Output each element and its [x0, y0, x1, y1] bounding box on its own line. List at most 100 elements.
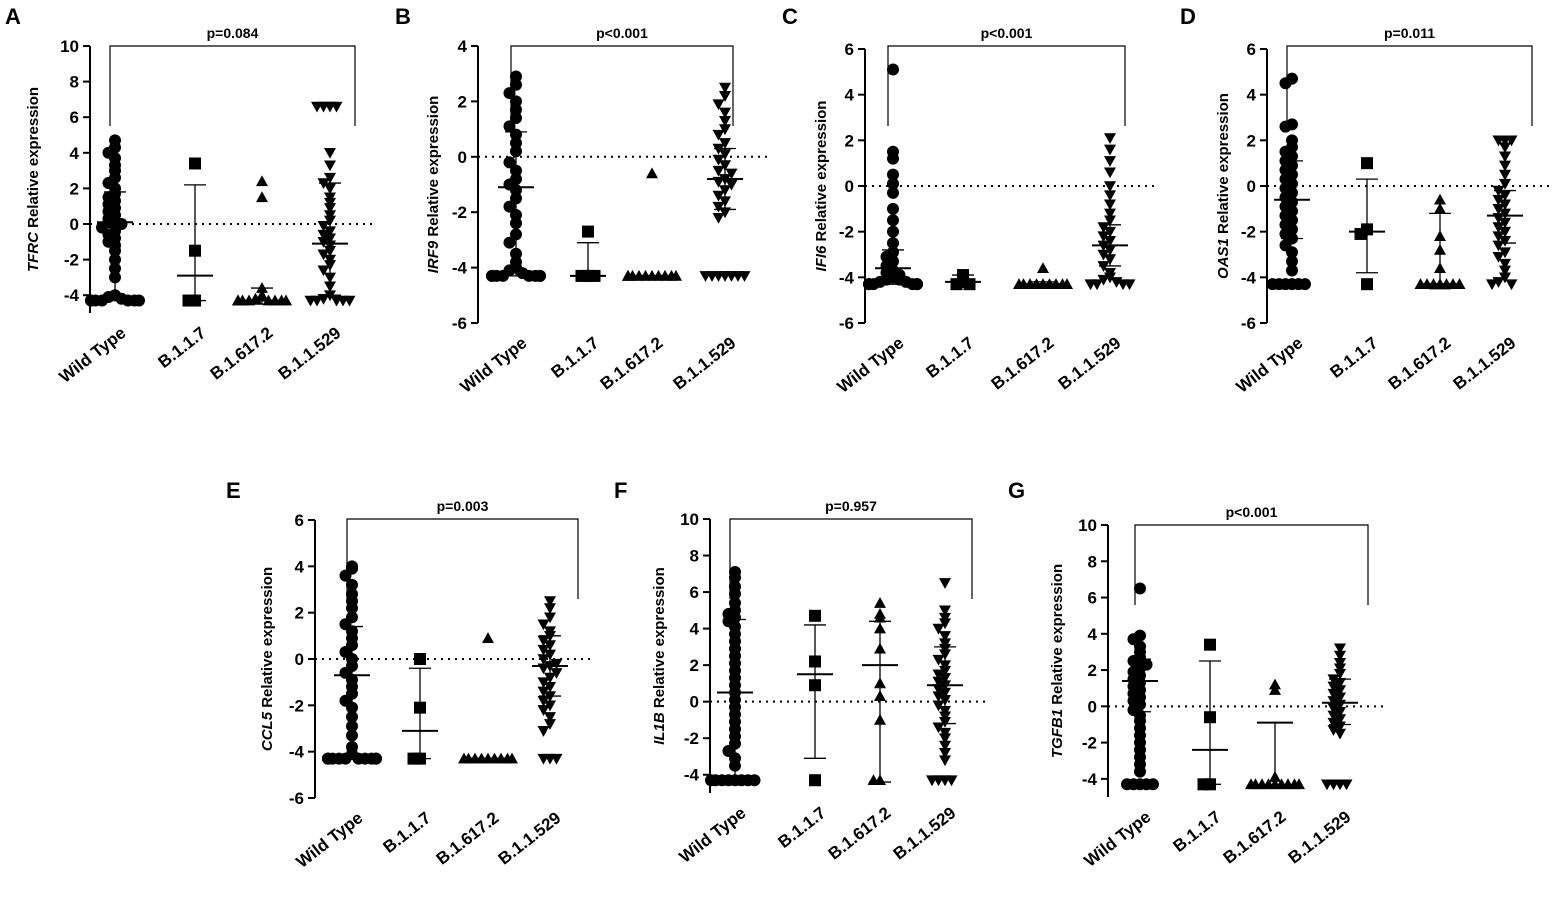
data-point: [939, 578, 951, 589]
data-point: [863, 278, 875, 291]
y-tick-label: 0: [458, 148, 467, 167]
category-label: B.1.617.2: [597, 333, 667, 393]
data-point: [887, 177, 899, 190]
panel-c: C -6 -4 -2 0 2 4 6 IFI6 Relative expression p<0.0…: [782, 4, 1155, 397]
y-tick-label: -4: [1241, 268, 1257, 287]
data-point: [133, 294, 145, 307]
data-point: [932, 654, 945, 666]
series-wild-type: [85, 134, 145, 307]
series-wild-type: [1266, 72, 1311, 291]
data-point: [1204, 638, 1216, 651]
y-tick-label: 8: [70, 73, 79, 92]
data-point: [932, 722, 945, 734]
y-tick-label: -2: [289, 696, 304, 715]
category-label: B.1.617.2: [433, 808, 503, 868]
data-point: [1361, 157, 1373, 170]
panel-a: A -4 -2 0 2 4 6 8 10 TFRC Relative expression p=0.…: [5, 4, 375, 387]
data-point: [1299, 278, 1311, 291]
data-point: [330, 101, 343, 113]
y-tick-label: 6: [690, 583, 699, 602]
gene-name: TGFB1: [1049, 709, 1066, 758]
y-tick-label: 0: [70, 215, 79, 234]
data-point: [1334, 728, 1346, 740]
series-b-1-1-7: [177, 157, 213, 307]
category-label: Wild Type: [293, 808, 367, 872]
data-point: [729, 587, 741, 600]
category-label: B.1.1.7: [548, 333, 603, 382]
data-point: [1492, 204, 1505, 215]
category-label: B.1.1.7: [155, 323, 210, 372]
data-point: [1121, 778, 1133, 791]
y-axis-label: OAS1 Relative expression: [1215, 93, 1232, 279]
data-point: [1327, 725, 1340, 736]
data-point: [232, 294, 244, 306]
data-point: [458, 752, 470, 764]
data-point: [1269, 678, 1281, 690]
data-point: [544, 603, 556, 615]
data-point: [719, 138, 731, 149]
data-point: [1486, 279, 1498, 291]
data-point: [544, 719, 556, 730]
data-point: [1327, 703, 1340, 715]
data-point: [1492, 135, 1505, 147]
data-point: [887, 225, 899, 238]
category-label: B.1.617.2: [988, 333, 1058, 393]
series-wild-type: [1121, 582, 1159, 791]
y-tick-label: -4: [1082, 770, 1098, 789]
data-point: [712, 190, 725, 202]
data-point: [1321, 779, 1333, 791]
category-label: B.1.617.2: [1385, 333, 1455, 393]
data-point: [1434, 193, 1446, 205]
data-point: [537, 635, 550, 647]
data-point: [1499, 169, 1511, 181]
y-tick-label: 4: [70, 144, 80, 163]
category-label: Wild Type: [457, 333, 531, 397]
y-tick-label: -2: [1082, 734, 1097, 753]
y-axis-label: IFI6 Relative expression: [813, 101, 830, 272]
p-value-label: p=0.003: [437, 498, 489, 514]
gene-name: IL1B: [651, 712, 668, 745]
data-point: [1499, 151, 1511, 163]
data-point: [939, 612, 951, 624]
y-tick-label: -4: [289, 743, 305, 762]
y-tick-label: -2: [684, 729, 699, 748]
data-point: [346, 578, 358, 591]
data-point: [712, 201, 725, 213]
series-b-1-1-529: [699, 82, 751, 282]
data-point: [1104, 181, 1116, 192]
y-tick-label: 0: [845, 177, 854, 196]
y-tick-label: 4: [295, 557, 305, 576]
data-point: [932, 684, 945, 695]
data-point: [317, 229, 330, 241]
data-point: [324, 172, 336, 184]
data-point: [729, 571, 741, 584]
data-point: [1104, 156, 1116, 167]
y-axis-label-suffix: Relative expression: [813, 101, 830, 246]
data-point: [324, 148, 336, 159]
category-label: Wild Type: [834, 333, 908, 397]
data-point: [1327, 717, 1340, 729]
data-point: [1327, 681, 1340, 693]
data-point: [712, 154, 725, 166]
category-label: Wild Type: [1233, 333, 1307, 397]
category-label: B.1.1.7: [775, 803, 830, 852]
data-point: [748, 774, 761, 787]
y-tick-label: -6: [1241, 314, 1256, 333]
data-point: [1354, 227, 1367, 240]
data-point: [317, 265, 330, 277]
data-point: [1097, 249, 1110, 261]
p-value-label: p<0.001: [596, 25, 648, 41]
p-value-label: p=0.011: [1384, 25, 1435, 41]
data-point: [1499, 178, 1511, 190]
data-point: [503, 200, 516, 213]
series-b-1-617-2: [458, 632, 518, 764]
data-point: [1499, 265, 1511, 277]
series-wild-type: [486, 70, 546, 282]
data-point: [1492, 251, 1505, 263]
series-b-1-1-529: [1321, 643, 1358, 791]
data-point: [712, 212, 725, 224]
data-point: [719, 124, 731, 136]
data-point: [1334, 658, 1346, 669]
data-point: [932, 623, 945, 635]
